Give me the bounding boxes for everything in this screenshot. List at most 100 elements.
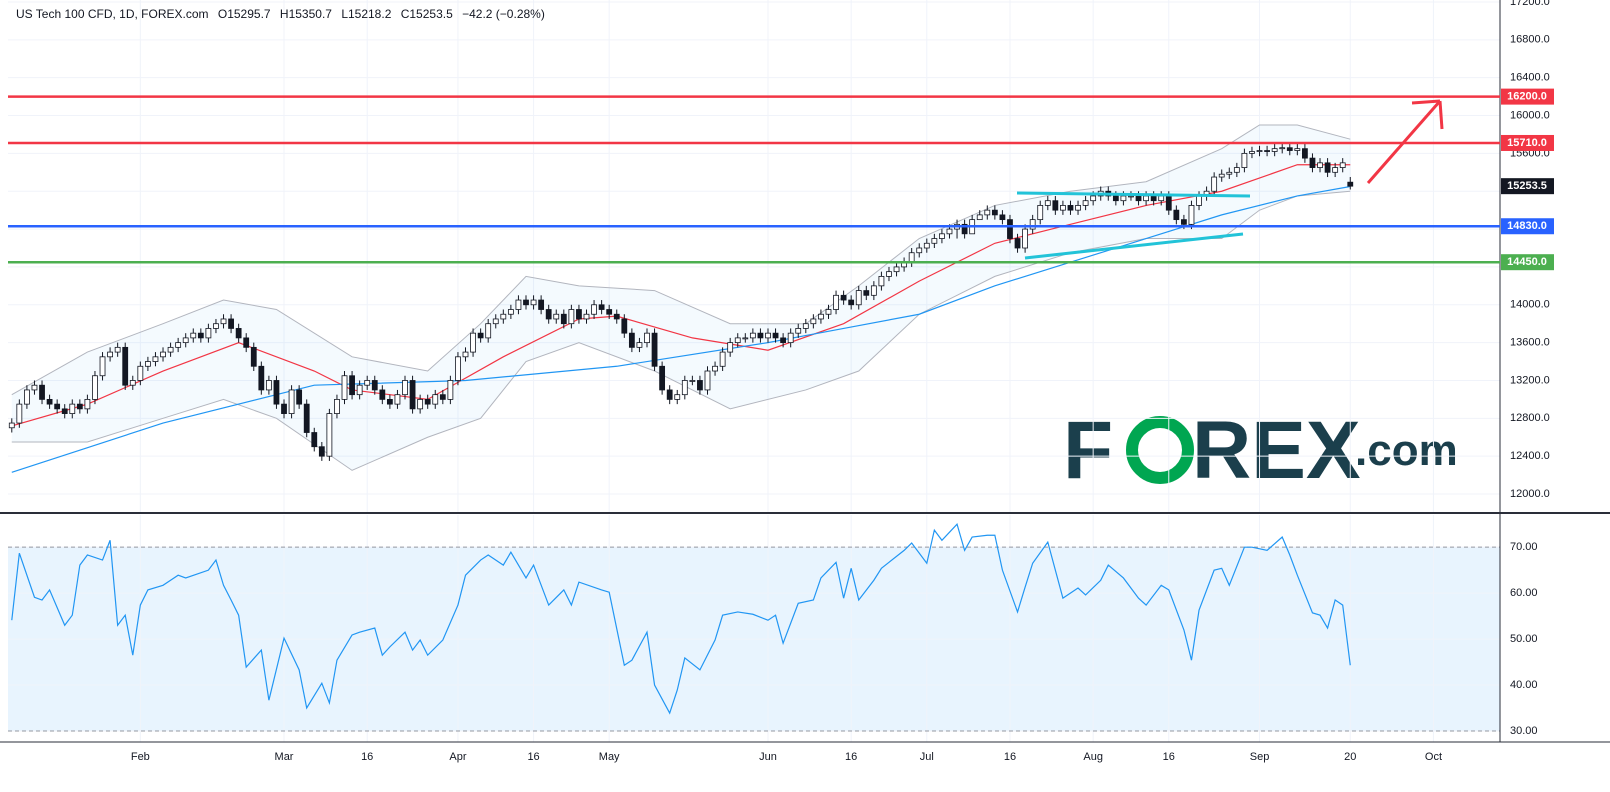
candle-body — [288, 389, 295, 414]
candle-body — [281, 403, 287, 414]
candle-body — [644, 332, 650, 344]
candle-body — [946, 228, 953, 235]
y-tick-label: 16400.0 — [1510, 72, 1550, 84]
candle-body — [182, 337, 189, 344]
candle-body — [991, 209, 998, 216]
x-tick-label: Apr — [449, 751, 466, 763]
x-tick-label: Mar — [275, 751, 294, 763]
candle-body — [24, 389, 30, 405]
candle-body — [258, 365, 265, 391]
last-price-label: 15253.5 — [1507, 180, 1547, 192]
candle-body — [144, 361, 151, 367]
candle-body — [326, 413, 333, 457]
candle-body — [689, 380, 696, 382]
candle-body — [364, 380, 371, 386]
candle-body — [1218, 173, 1225, 178]
candle-body — [848, 299, 855, 306]
candle-body — [1128, 195, 1134, 198]
candle-body — [1196, 195, 1202, 206]
y-tick-label: 70.00 — [1510, 541, 1538, 553]
x-tick-label: Feb — [131, 751, 150, 763]
candle-body — [1324, 162, 1331, 173]
candle-body — [787, 332, 794, 344]
candle-body — [39, 384, 45, 400]
candle-body — [568, 309, 575, 325]
candle-body — [190, 332, 197, 339]
level-label: 15710.0 — [1507, 137, 1547, 149]
candle-body — [999, 214, 1006, 221]
y-tick-label: 14000.0 — [1510, 299, 1550, 311]
y-tick-label: 17200.0 — [1510, 0, 1550, 8]
candle-body — [296, 389, 303, 405]
candle-body — [659, 365, 666, 391]
candle-body — [1203, 190, 1210, 197]
candle-body — [1279, 147, 1286, 150]
x-tick-label: 16 — [1163, 751, 1175, 763]
rsi-line — [11, 523, 1351, 715]
candle-body — [515, 299, 522, 310]
candle-body — [886, 271, 892, 277]
candle-body — [538, 299, 545, 310]
candle-body — [1286, 147, 1293, 151]
candle-body — [455, 356, 461, 381]
candle-body — [795, 328, 802, 334]
y-tick-label: 13600.0 — [1510, 337, 1550, 349]
candle-body — [379, 389, 386, 400]
y-tick-label: 60.00 — [1510, 587, 1538, 599]
candle-body — [1060, 205, 1066, 211]
candle-body — [371, 380, 378, 391]
candle-body — [1256, 150, 1263, 152]
y-tick-label: 12800.0 — [1510, 412, 1550, 424]
candle-body — [810, 318, 817, 325]
level-label-box — [1501, 254, 1554, 271]
candle-body — [1301, 148, 1308, 159]
candle-body — [1173, 209, 1180, 221]
candle-body — [583, 313, 590, 320]
candle-body — [734, 337, 741, 344]
symbol: US Tech 100 CFD, 1D, FOREX.com — [16, 7, 209, 21]
candle-body — [1188, 205, 1195, 225]
logo-text: .com — [1355, 426, 1458, 475]
candle-body — [742, 337, 749, 340]
band-upper — [11, 124, 1351, 396]
candle-body — [1309, 157, 1316, 168]
candle-body — [704, 370, 711, 391]
candle-body — [250, 346, 257, 367]
y-tick-label: 40.00 — [1510, 679, 1538, 691]
x-tick-label: 20 — [1344, 751, 1356, 763]
candle-body — [228, 318, 234, 329]
candle-body — [802, 323, 809, 329]
candle-body — [1317, 162, 1323, 168]
candle-body — [840, 294, 847, 301]
candle-body — [334, 398, 340, 414]
candle-body — [349, 375, 355, 396]
candle-body — [318, 446, 325, 457]
ohlc-value: H15350.7 — [279, 7, 332, 21]
candle-body — [69, 403, 76, 414]
change-value: −42.2 (−0.28%) — [462, 7, 545, 21]
candle-body — [712, 365, 718, 372]
candle-body — [356, 384, 363, 396]
candle-body — [727, 342, 734, 353]
candle-body — [197, 332, 204, 339]
candle-body — [137, 365, 144, 381]
candle-body — [107, 351, 113, 358]
candle-body — [1241, 152, 1248, 168]
candle-body — [1135, 195, 1142, 202]
y-tick-label: 16000.0 — [1510, 109, 1550, 121]
candle-body — [961, 223, 968, 235]
x-tick-label: 16 — [361, 751, 373, 763]
candle-body — [1347, 181, 1354, 187]
level-label-box — [1501, 88, 1554, 105]
candle-body — [931, 238, 938, 244]
candle-body — [1007, 219, 1013, 239]
candle-body — [1112, 195, 1119, 202]
candle-body — [621, 318, 628, 334]
candle-body — [386, 398, 393, 405]
candle-body — [462, 351, 469, 358]
candle-body — [697, 380, 703, 391]
logo: F O REX .com — [1063, 405, 1458, 496]
candle-body — [424, 398, 431, 405]
candle-body — [311, 432, 318, 448]
